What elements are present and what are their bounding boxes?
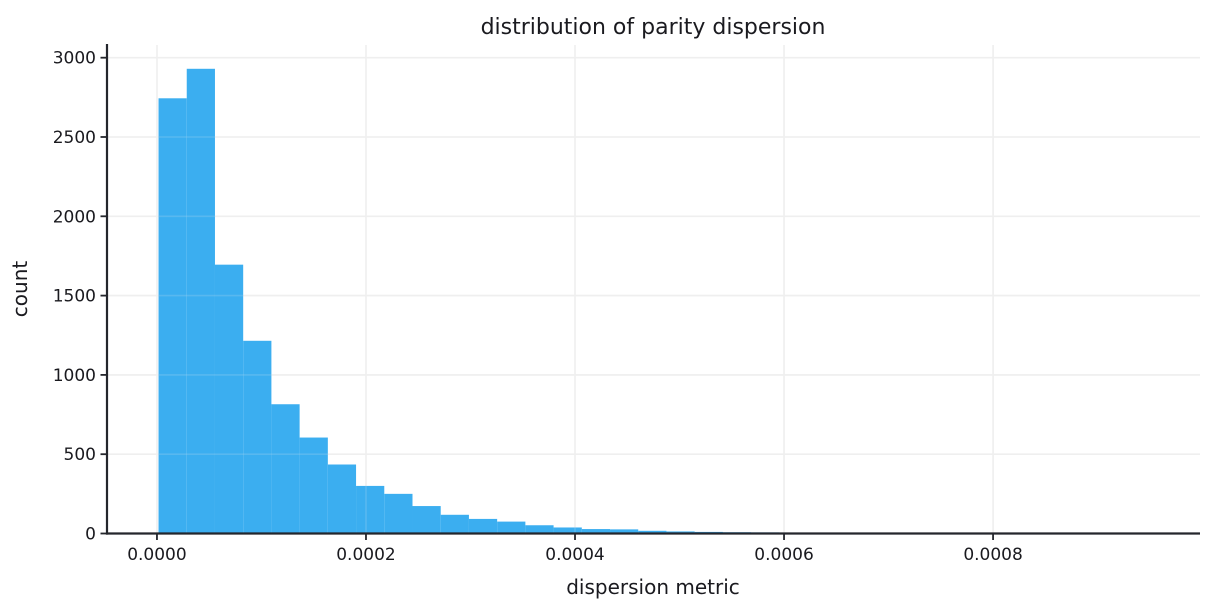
histogram-bar [638, 530, 667, 534]
histogram-bar [610, 529, 639, 534]
y-tick-label: 3000 [53, 49, 96, 69]
histogram-bar [158, 98, 187, 534]
chart-title: distribution of parity dispersion [481, 15, 826, 40]
y-tick-label: 1500 [53, 287, 96, 307]
y-tick-label: 0 [85, 525, 96, 545]
histogram-bar [299, 437, 328, 534]
histogram-bar [186, 68, 215, 534]
histogram-bar [581, 529, 611, 534]
y-tick-label: 1000 [53, 366, 96, 386]
x-tick-label: 0.0008 [963, 545, 1022, 565]
y-axis-label: count [8, 261, 32, 318]
histogram-bar [271, 404, 300, 534]
x-tick-label: 0.0006 [754, 545, 813, 565]
x-tick-label: 0.0002 [336, 545, 395, 565]
y-tick-label: 500 [64, 445, 96, 465]
histogram-bar [327, 464, 357, 534]
histogram-bar [214, 264, 244, 534]
histogram-bar [525, 525, 554, 534]
histogram-bar [553, 527, 582, 534]
x-tick-label: 0.0004 [545, 545, 604, 565]
histogram-bar [412, 506, 441, 534]
histogram-bar [468, 518, 498, 534]
bars-layer [158, 68, 1118, 534]
y-tick-label: 2500 [53, 128, 96, 148]
x-axis-label: dispersion metric [566, 575, 740, 599]
ticks-layer: 0.0000 0.0002 0.0004 0.0006 0.0008 0 500 1000 15… [53, 49, 1023, 565]
histogram-bar [440, 514, 469, 534]
y-tick-label: 2000 [53, 207, 96, 227]
histogram-bar [497, 521, 526, 534]
axes-layer [105, 44, 1200, 535]
histogram-bar [356, 485, 385, 534]
x-tick-label: 0.0000 [127, 545, 186, 565]
histogram-bar [384, 493, 413, 534]
histogram-bar [243, 340, 272, 534]
